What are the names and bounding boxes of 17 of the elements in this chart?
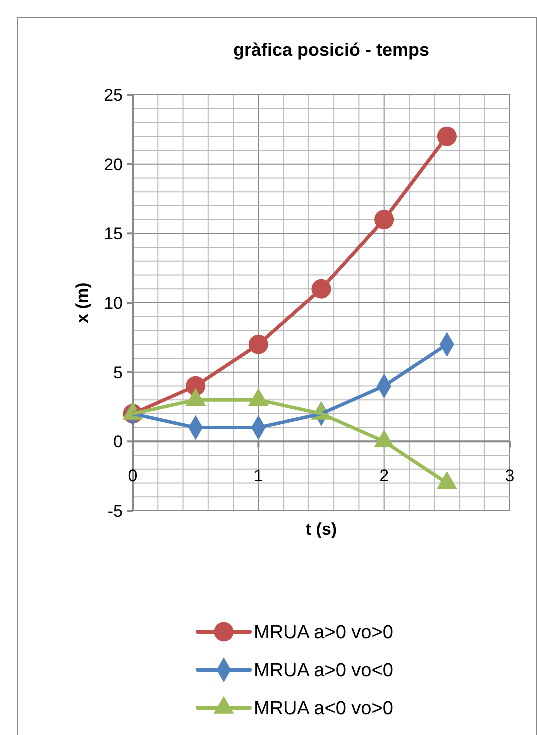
- x-tick-label: 0: [128, 466, 138, 486]
- y-tick-label: 5: [114, 363, 123, 382]
- legend-label: MRUA a>0 vo>0: [254, 622, 394, 644]
- y-tick-label: -5: [108, 502, 123, 521]
- x-tick-label: 2: [380, 466, 390, 486]
- x-tick-label: 3: [505, 466, 515, 486]
- y-axis-title: x (m): [73, 282, 92, 324]
- y-tick-label: 15: [104, 224, 123, 244]
- y-tick-label: 0: [114, 432, 123, 452]
- y-tick-label: 10: [104, 294, 123, 313]
- x-axis-title: t (s): [306, 520, 338, 539]
- chart-title: gràfica posició - temps: [233, 40, 430, 60]
- legend-label: MRUA a<0 vo>0: [254, 698, 394, 720]
- y-tick-label: 25: [104, 86, 123, 105]
- y-tick-label: 20: [104, 155, 123, 174]
- x-tick-label: 1: [254, 466, 264, 486]
- legend-label: MRUA a>0 vo<0: [254, 660, 394, 682]
